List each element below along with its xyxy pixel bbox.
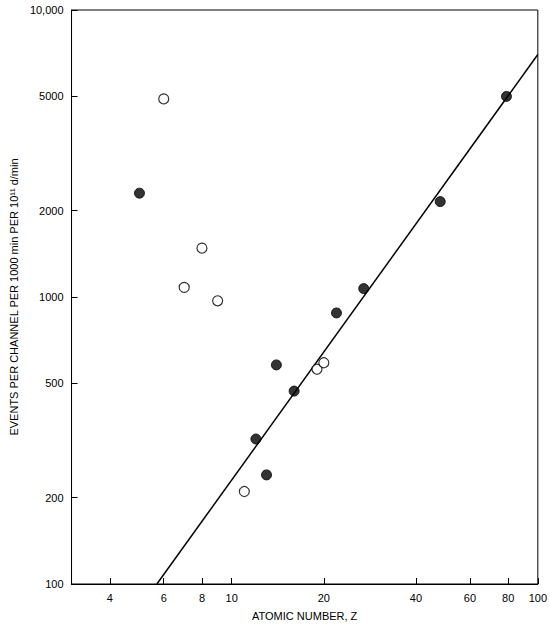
svg-text:5000: 5000 — [39, 90, 63, 102]
svg-text:ATOMIC NUMBER, Z: ATOMIC NUMBER, Z — [252, 610, 358, 622]
svg-text:10: 10 — [226, 592, 238, 604]
svg-text:1000: 1000 — [39, 291, 63, 303]
svg-text:8: 8 — [199, 592, 205, 604]
svg-text:20: 20 — [318, 592, 330, 604]
svg-text:6: 6 — [161, 592, 167, 604]
svg-text:EVENTS PER CHANNEL PER 1000 mi: EVENTS PER CHANNEL PER 1000 min PER 10¹¹… — [8, 158, 20, 435]
svg-text:100: 100 — [45, 578, 63, 590]
svg-text:200: 200 — [45, 492, 63, 504]
svg-text:60: 60 — [464, 592, 476, 604]
svg-text:100: 100 — [529, 592, 547, 604]
svg-text:40: 40 — [410, 592, 422, 604]
svg-text:500: 500 — [45, 377, 63, 389]
svg-text:4: 4 — [107, 592, 113, 604]
svg-text:80: 80 — [502, 592, 514, 604]
svg-text:2000: 2000 — [39, 205, 63, 217]
svg-text:10,000: 10,000 — [30, 4, 64, 16]
